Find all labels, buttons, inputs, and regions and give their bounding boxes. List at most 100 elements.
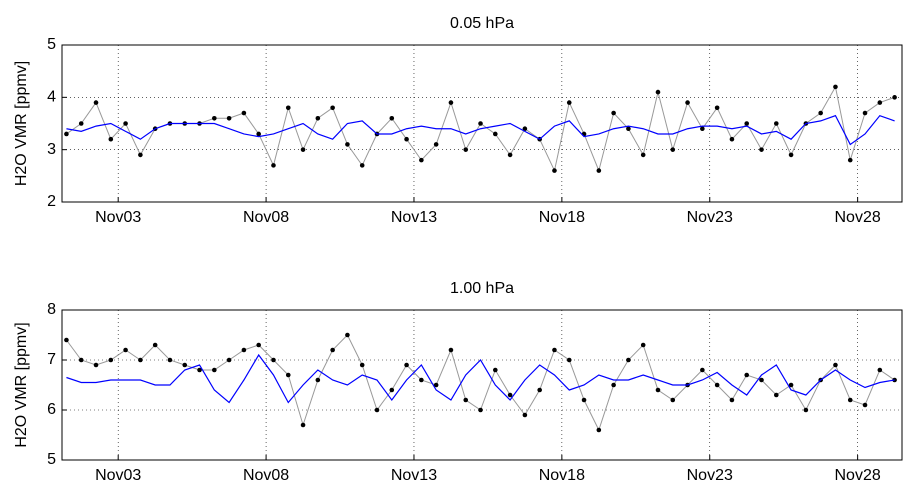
axes-frame [61, 309, 903, 461]
data-point [626, 126, 631, 132]
y-tick-label: 6 [47, 401, 56, 418]
data-point [478, 121, 483, 126]
x-tick-label: Nov03 [95, 209, 141, 226]
plot-area [64, 84, 897, 173]
data-point [493, 131, 498, 137]
data-point [226, 357, 232, 363]
data-point [389, 387, 395, 393]
data-point [93, 100, 99, 105]
data-point [419, 157, 424, 163]
y-tick-label: 5 [47, 451, 56, 468]
data-point [566, 100, 572, 105]
data-point [167, 357, 173, 363]
data-point [433, 382, 439, 388]
data-point [833, 84, 838, 90]
data-point [803, 407, 809, 413]
data-point [744, 372, 750, 378]
data-point [108, 136, 114, 142]
data-point [359, 163, 365, 168]
data-point [581, 397, 587, 403]
data-point [241, 110, 247, 116]
x-tick-label: Nov28 [835, 209, 881, 226]
data-point [108, 357, 114, 363]
data-point [478, 407, 483, 413]
y-tick-label: 8 [47, 301, 56, 318]
subplot: 0.05 hPa H2O VMR [ppmv] 2 3 4 5 Nov03 Nov08 Nov1… [13, 15, 903, 226]
data-point [833, 362, 838, 368]
data-point [197, 367, 202, 373]
x-tick-label: Nov08 [243, 467, 289, 484]
data-point [315, 115, 321, 121]
data-point [330, 105, 335, 111]
x-tick-label: Nov13 [391, 467, 437, 484]
data-point [566, 357, 572, 363]
data-point [256, 131, 261, 137]
series-line [66, 114, 895, 146]
data-point [640, 342, 646, 348]
y-tick-label: 3 [47, 141, 56, 158]
data-point [655, 89, 661, 95]
data-point [670, 147, 676, 152]
data-point [463, 397, 469, 403]
x-tick-label: Nov23 [687, 467, 733, 484]
data-point [552, 347, 557, 353]
data-point [729, 136, 735, 142]
data-point [78, 121, 84, 126]
data-point [300, 422, 306, 428]
y-tick-label: 7 [47, 351, 56, 368]
data-point [655, 387, 661, 393]
x-tick-label: Nov13 [391, 209, 437, 226]
data-point [877, 367, 883, 373]
data-point [522, 126, 528, 132]
data-point [78, 357, 84, 363]
y-tick-label: 4 [47, 89, 56, 106]
data-point [493, 367, 498, 373]
data-point [862, 402, 868, 408]
data-point [892, 95, 897, 100]
data-point [212, 367, 217, 373]
data-point [537, 387, 542, 393]
data-point [847, 157, 853, 163]
data-point [596, 168, 602, 173]
data-point [359, 362, 365, 368]
data-point [552, 168, 557, 173]
data-point [522, 412, 528, 418]
data-point [389, 115, 395, 121]
data-point [773, 392, 779, 398]
data-point [729, 397, 735, 403]
data-point [640, 152, 646, 158]
data-point [330, 347, 335, 353]
data-point [64, 131, 69, 137]
x-tick-label: Nov28 [835, 467, 881, 484]
data-point [241, 347, 247, 353]
y-axis-label: H2O VMR [ppmv] [13, 322, 30, 447]
data-point [507, 392, 513, 398]
data-point [744, 121, 750, 126]
data-point [448, 347, 454, 353]
data-point [138, 357, 143, 363]
data-point [123, 347, 128, 353]
data-point [374, 407, 380, 413]
data-point [271, 163, 276, 168]
data-point [463, 147, 469, 152]
subplot: 1.00 hPa H2O VMR [ppmv] 5 6 7 8 Nov03 Nov08 Nov1… [13, 280, 903, 484]
subplot-title: 1.00 hPa [450, 280, 514, 297]
data-point [182, 362, 188, 368]
data-point [670, 397, 676, 403]
data-point [64, 337, 69, 343]
x-tick-label: Nov18 [539, 209, 585, 226]
x-tick-label: Nov23 [687, 209, 733, 226]
data-point [862, 110, 868, 116]
series-line [66, 334, 895, 432]
subplot-title: 0.05 hPa [450, 15, 514, 32]
data-point [700, 367, 705, 373]
plot-area [64, 332, 897, 433]
data-point [433, 142, 439, 147]
x-tick-label: Nov18 [539, 467, 585, 484]
data-point [773, 121, 779, 126]
data-point [507, 152, 513, 158]
data-point [877, 100, 883, 105]
data-point [256, 342, 261, 348]
y-tick-label: 5 [47, 36, 56, 53]
